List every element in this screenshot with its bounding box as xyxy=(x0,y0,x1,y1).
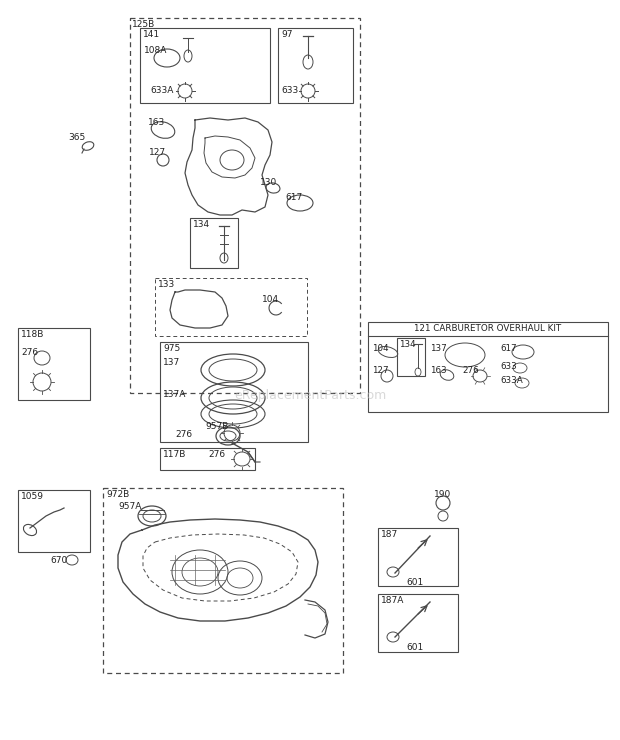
Text: 957A: 957A xyxy=(118,502,141,511)
Bar xyxy=(18,490,90,552)
Text: 276: 276 xyxy=(21,348,38,357)
Text: 163: 163 xyxy=(430,366,446,375)
Text: 118B: 118B xyxy=(21,330,45,339)
Text: 121 CARBURETOR OVERHAUL KIT: 121 CARBURETOR OVERHAUL KIT xyxy=(414,324,562,333)
Text: 117B: 117B xyxy=(163,450,187,459)
Text: 365: 365 xyxy=(68,133,86,142)
Text: 130: 130 xyxy=(260,178,277,187)
Bar xyxy=(160,342,308,442)
Text: 108A: 108A xyxy=(144,46,167,55)
Bar xyxy=(190,218,238,268)
Text: 190: 190 xyxy=(434,490,451,499)
Text: 276: 276 xyxy=(175,430,192,439)
Text: 1059: 1059 xyxy=(21,492,44,501)
Bar xyxy=(130,18,360,393)
Bar xyxy=(368,322,608,412)
Text: 125B: 125B xyxy=(132,20,155,29)
Bar xyxy=(378,528,458,586)
Bar xyxy=(397,338,425,376)
Text: 104: 104 xyxy=(262,295,279,304)
Text: 137A: 137A xyxy=(163,390,187,399)
Text: 633A: 633A xyxy=(150,86,174,95)
Text: 133: 133 xyxy=(158,280,175,289)
Bar xyxy=(160,448,255,470)
Text: 957B: 957B xyxy=(205,422,228,431)
Bar xyxy=(278,28,353,103)
Text: 134: 134 xyxy=(193,220,210,229)
Text: 972B: 972B xyxy=(106,490,129,499)
Text: 276: 276 xyxy=(462,366,479,375)
Text: 633: 633 xyxy=(281,86,298,95)
Text: 97: 97 xyxy=(281,30,293,39)
Text: 134: 134 xyxy=(399,340,415,349)
Text: 141: 141 xyxy=(143,30,160,39)
Text: 633A: 633A xyxy=(500,376,523,385)
Text: 670: 670 xyxy=(50,556,67,565)
Text: 137: 137 xyxy=(163,358,180,367)
Text: 187: 187 xyxy=(381,530,398,539)
Bar xyxy=(378,594,458,652)
Text: 163: 163 xyxy=(148,118,166,127)
Bar xyxy=(155,278,307,336)
Text: 127: 127 xyxy=(372,366,389,375)
Text: 137: 137 xyxy=(430,344,447,353)
Text: 601: 601 xyxy=(406,578,423,587)
Text: 617: 617 xyxy=(285,193,303,202)
Text: 617: 617 xyxy=(500,344,516,353)
Text: 127: 127 xyxy=(149,148,166,157)
Bar xyxy=(140,28,270,103)
Bar xyxy=(103,488,343,673)
Bar xyxy=(18,328,90,400)
Text: 187A: 187A xyxy=(381,596,404,605)
Text: 276: 276 xyxy=(208,450,225,459)
Text: 601: 601 xyxy=(406,643,423,652)
Text: eReplacementParts.com: eReplacementParts.com xyxy=(234,388,386,402)
Text: 975: 975 xyxy=(163,344,180,353)
Text: 633: 633 xyxy=(500,362,516,371)
Text: 104: 104 xyxy=(372,344,389,353)
